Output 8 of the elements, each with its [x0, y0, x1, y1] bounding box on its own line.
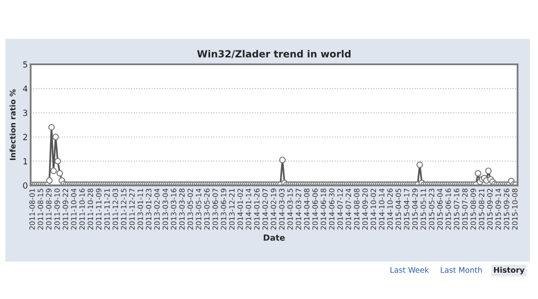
y-tick-label: 2	[23, 134, 28, 140]
y-tick-label: 1	[24, 158, 28, 164]
chart-title: Win32/Zlader trend in world	[197, 50, 351, 58]
y-tick-label: 3	[23, 110, 28, 116]
y-tick-label: 0	[23, 182, 28, 189]
y-tick-label: 4	[22, 86, 28, 92]
y-tick-label: 5	[23, 61, 28, 68]
x-axis-title: Date	[264, 234, 285, 241]
